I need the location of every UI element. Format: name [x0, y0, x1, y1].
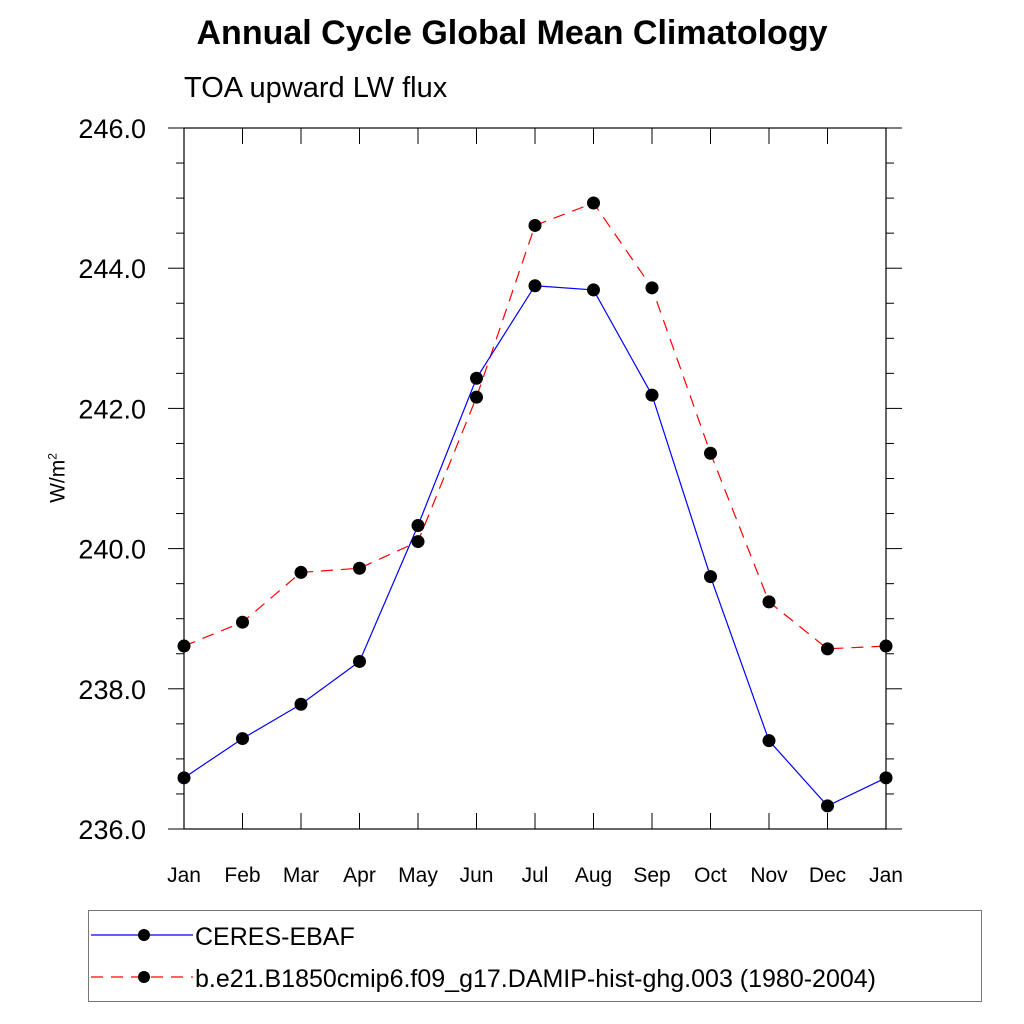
data-point-ceres	[645, 388, 659, 402]
x-tick-label: Jun	[460, 864, 494, 887]
legend-entry-model: b.e21.B1850cmip6.f09_g17.DAMIP-hist-ghg.…	[89, 957, 979, 997]
legend-swatch-model	[91, 971, 193, 983]
data-point-model	[704, 446, 717, 460]
legend-label-model: b.e21.B1850cmip6.f09_g17.DAMIP-hist-ghg.…	[195, 965, 876, 993]
data-point-ceres	[587, 283, 600, 297]
x-tick-label: Jan	[869, 864, 903, 887]
legend-label-ceres: CERES-EBAF	[195, 923, 355, 951]
x-tick-label: May	[398, 864, 438, 887]
x-tick-label: Sep	[633, 864, 670, 887]
data-point-model	[762, 595, 776, 609]
data-point-ceres	[177, 771, 191, 785]
data-point-model	[528, 218, 542, 232]
data-point-ceres	[879, 771, 893, 785]
data-point-model	[645, 281, 659, 295]
y-tick-label: 240.0	[78, 535, 146, 565]
x-tick-label: Feb	[224, 864, 260, 887]
y-tick-label: 244.0	[78, 254, 146, 284]
data-point-ceres	[704, 570, 717, 584]
x-tick-label: Mar	[283, 864, 319, 887]
legend-swatch-ceres	[91, 929, 193, 941]
tick-marks	[168, 127, 902, 830]
x-tick-label: Jan	[167, 864, 201, 887]
legend-entry-ceres: CERES-EBAF	[89, 915, 979, 955]
data-point-model	[353, 561, 366, 575]
x-tick-label: Aug	[575, 864, 612, 887]
data-point-model	[587, 196, 600, 210]
data-point-ceres	[294, 697, 308, 711]
data-point-ceres	[821, 799, 834, 813]
y-tick-label: 246.0	[78, 114, 146, 144]
data-point-model	[821, 642, 834, 656]
data-point-ceres	[411, 518, 425, 532]
data-point-ceres	[470, 371, 483, 385]
data-point-ceres	[353, 654, 366, 668]
chart-subtitle: TOA upward LW flux	[184, 72, 448, 104]
x-tick-label: Jul	[522, 864, 549, 887]
legend: CERES-EBAF b.e21.B1850cmip6.f09_g17.DAMI…	[88, 910, 982, 1002]
x-tick-label: Apr	[343, 864, 376, 887]
chart-title: Annual Cycle Global Mean Climatology	[196, 14, 828, 52]
x-tick-label: Oct	[694, 864, 727, 887]
y-tick-label: 238.0	[78, 675, 146, 705]
data-point-model	[236, 615, 249, 629]
data-point-model	[470, 390, 483, 404]
x-tick-label: Dec	[809, 864, 846, 887]
data-point-ceres	[236, 732, 249, 746]
series-line-ceres	[183, 285, 887, 807]
series-line-model	[183, 202, 887, 650]
x-tick-label: Nov	[750, 864, 788, 887]
y-tick-label: 236.0	[78, 815, 146, 845]
data-point-ceres	[762, 734, 776, 748]
plot-frame	[183, 127, 887, 830]
data-point-model	[879, 639, 893, 653]
tick-labels: Jan Feb Mar Apr May Jun Jul Aug Sep Oct Nov Dec Jan 2…	[78, 114, 903, 887]
data-point-model	[411, 535, 425, 549]
data-point-model	[294, 565, 308, 579]
plot-area: Jan Feb Mar Apr May Jun Jul Aug Sep Oct Nov Dec Jan 2…	[78, 114, 903, 887]
y-tick-label: 242.0	[78, 394, 146, 424]
series-layer	[177, 196, 893, 813]
data-point-ceres	[528, 279, 542, 293]
data-point-model	[177, 639, 191, 653]
